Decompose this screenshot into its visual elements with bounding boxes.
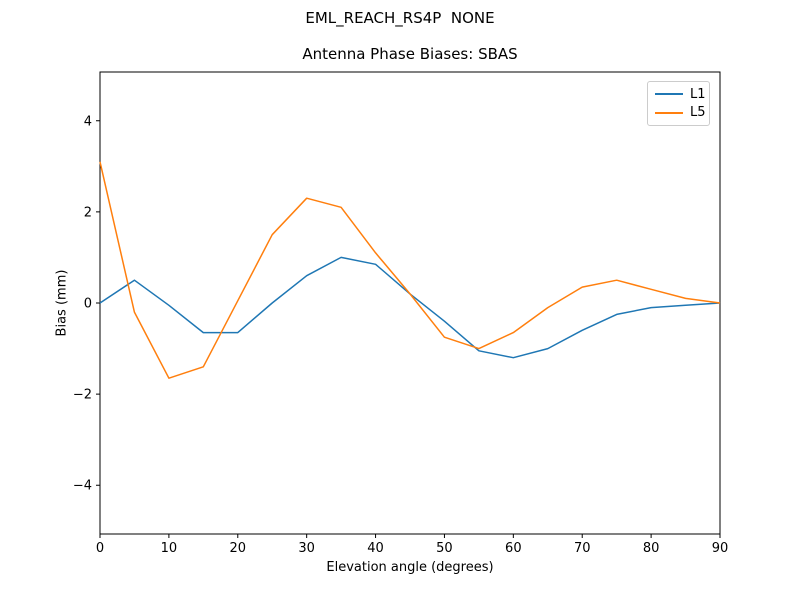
y-axis-label: Bias (mm)	[54, 269, 70, 337]
series-line-l5	[99, 161, 721, 379]
series-line-l1	[99, 256, 721, 359]
x-tick-label: 30	[298, 541, 315, 556]
x-tick-label: 10	[161, 541, 178, 556]
legend-entry-l5: L5	[655, 106, 706, 119]
x-tick-label: 80	[643, 541, 660, 556]
x-tick-label: 50	[436, 541, 453, 556]
figure-title: EML_REACH_RS4P NONE	[305, 9, 495, 27]
x-axis-label: Elevation angle (degrees)	[326, 560, 494, 575]
x-tick-label: 0	[96, 541, 104, 556]
legend-entry-l1: L1	[655, 88, 706, 101]
y-tick-label: 0	[84, 297, 92, 312]
x-tick-label: 70	[574, 541, 591, 556]
x-tick-label: 20	[230, 541, 247, 556]
axes-title: Antenna Phase Biases: SBAS	[302, 45, 518, 63]
y-tick-label: −4	[73, 479, 92, 494]
y-tick-label: −2	[73, 388, 92, 403]
y-tick-label: 2	[84, 205, 92, 220]
axes-frame	[99, 71, 721, 535]
legend-label-l5: L5	[690, 105, 706, 121]
y-tick-label: 4	[84, 114, 92, 129]
legend-line-sample-l5	[655, 111, 683, 114]
legend: L1 L5	[647, 81, 710, 126]
x-tick-label: 60	[505, 541, 522, 556]
x-tick-label: 90	[712, 541, 729, 556]
legend-line-sample-l1	[655, 93, 683, 96]
x-tick-label: 40	[367, 541, 384, 556]
legend-label-l1: L1	[690, 86, 706, 102]
